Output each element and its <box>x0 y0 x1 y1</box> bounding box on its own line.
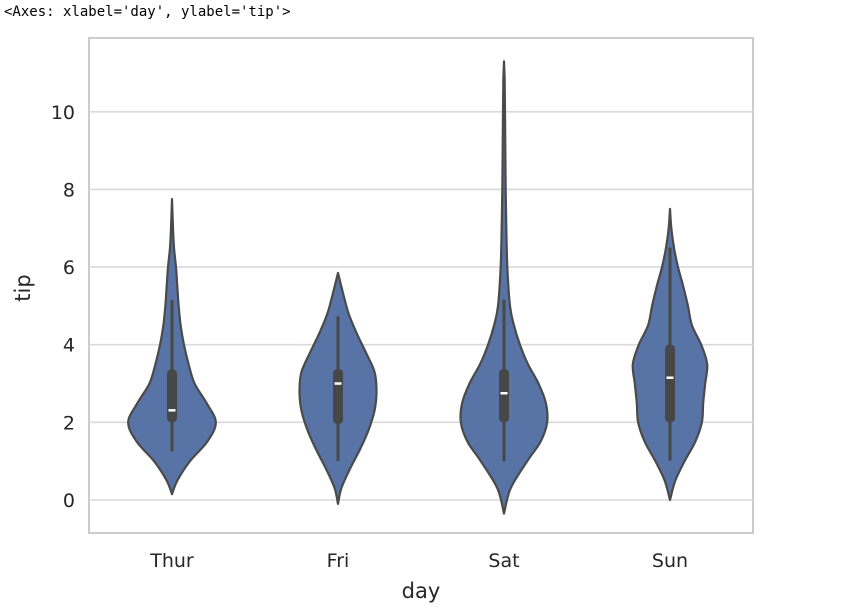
violin-box-fri <box>333 369 343 424</box>
y-tick-10: 10 <box>51 102 75 124</box>
violins <box>127 60 709 515</box>
x-axis-label: day <box>402 579 441 603</box>
x-tick-fri: Fri <box>327 550 350 572</box>
violin-box-thur <box>167 369 177 423</box>
y-tick-2: 2 <box>63 412 75 434</box>
violin-box-sat <box>499 369 509 423</box>
x-tick-labels: Thur Fri Sat Sun <box>149 550 688 572</box>
y-tick-8: 8 <box>63 179 75 201</box>
axes-repr-text: <Axes: xlabel='day', ylabel='tip'> <box>4 4 291 20</box>
violin-sun <box>631 207 709 502</box>
y-axis-label: tip <box>11 274 35 301</box>
violin-box-sun <box>665 344 675 423</box>
y-tick-4: 4 <box>63 335 75 357</box>
violin-body-sat <box>459 60 549 515</box>
y-tick-0: 0 <box>63 490 75 512</box>
y-tick-labels: 0 2 4 6 8 10 <box>51 102 75 512</box>
x-tick-thur: Thur <box>149 550 194 572</box>
y-tick-6: 6 <box>63 257 75 279</box>
violin-fri <box>298 271 378 505</box>
violin-sat <box>459 60 549 515</box>
x-tick-sat: Sat <box>488 550 519 572</box>
violin-thur <box>127 198 217 496</box>
x-tick-sun: Sun <box>652 550 688 572</box>
